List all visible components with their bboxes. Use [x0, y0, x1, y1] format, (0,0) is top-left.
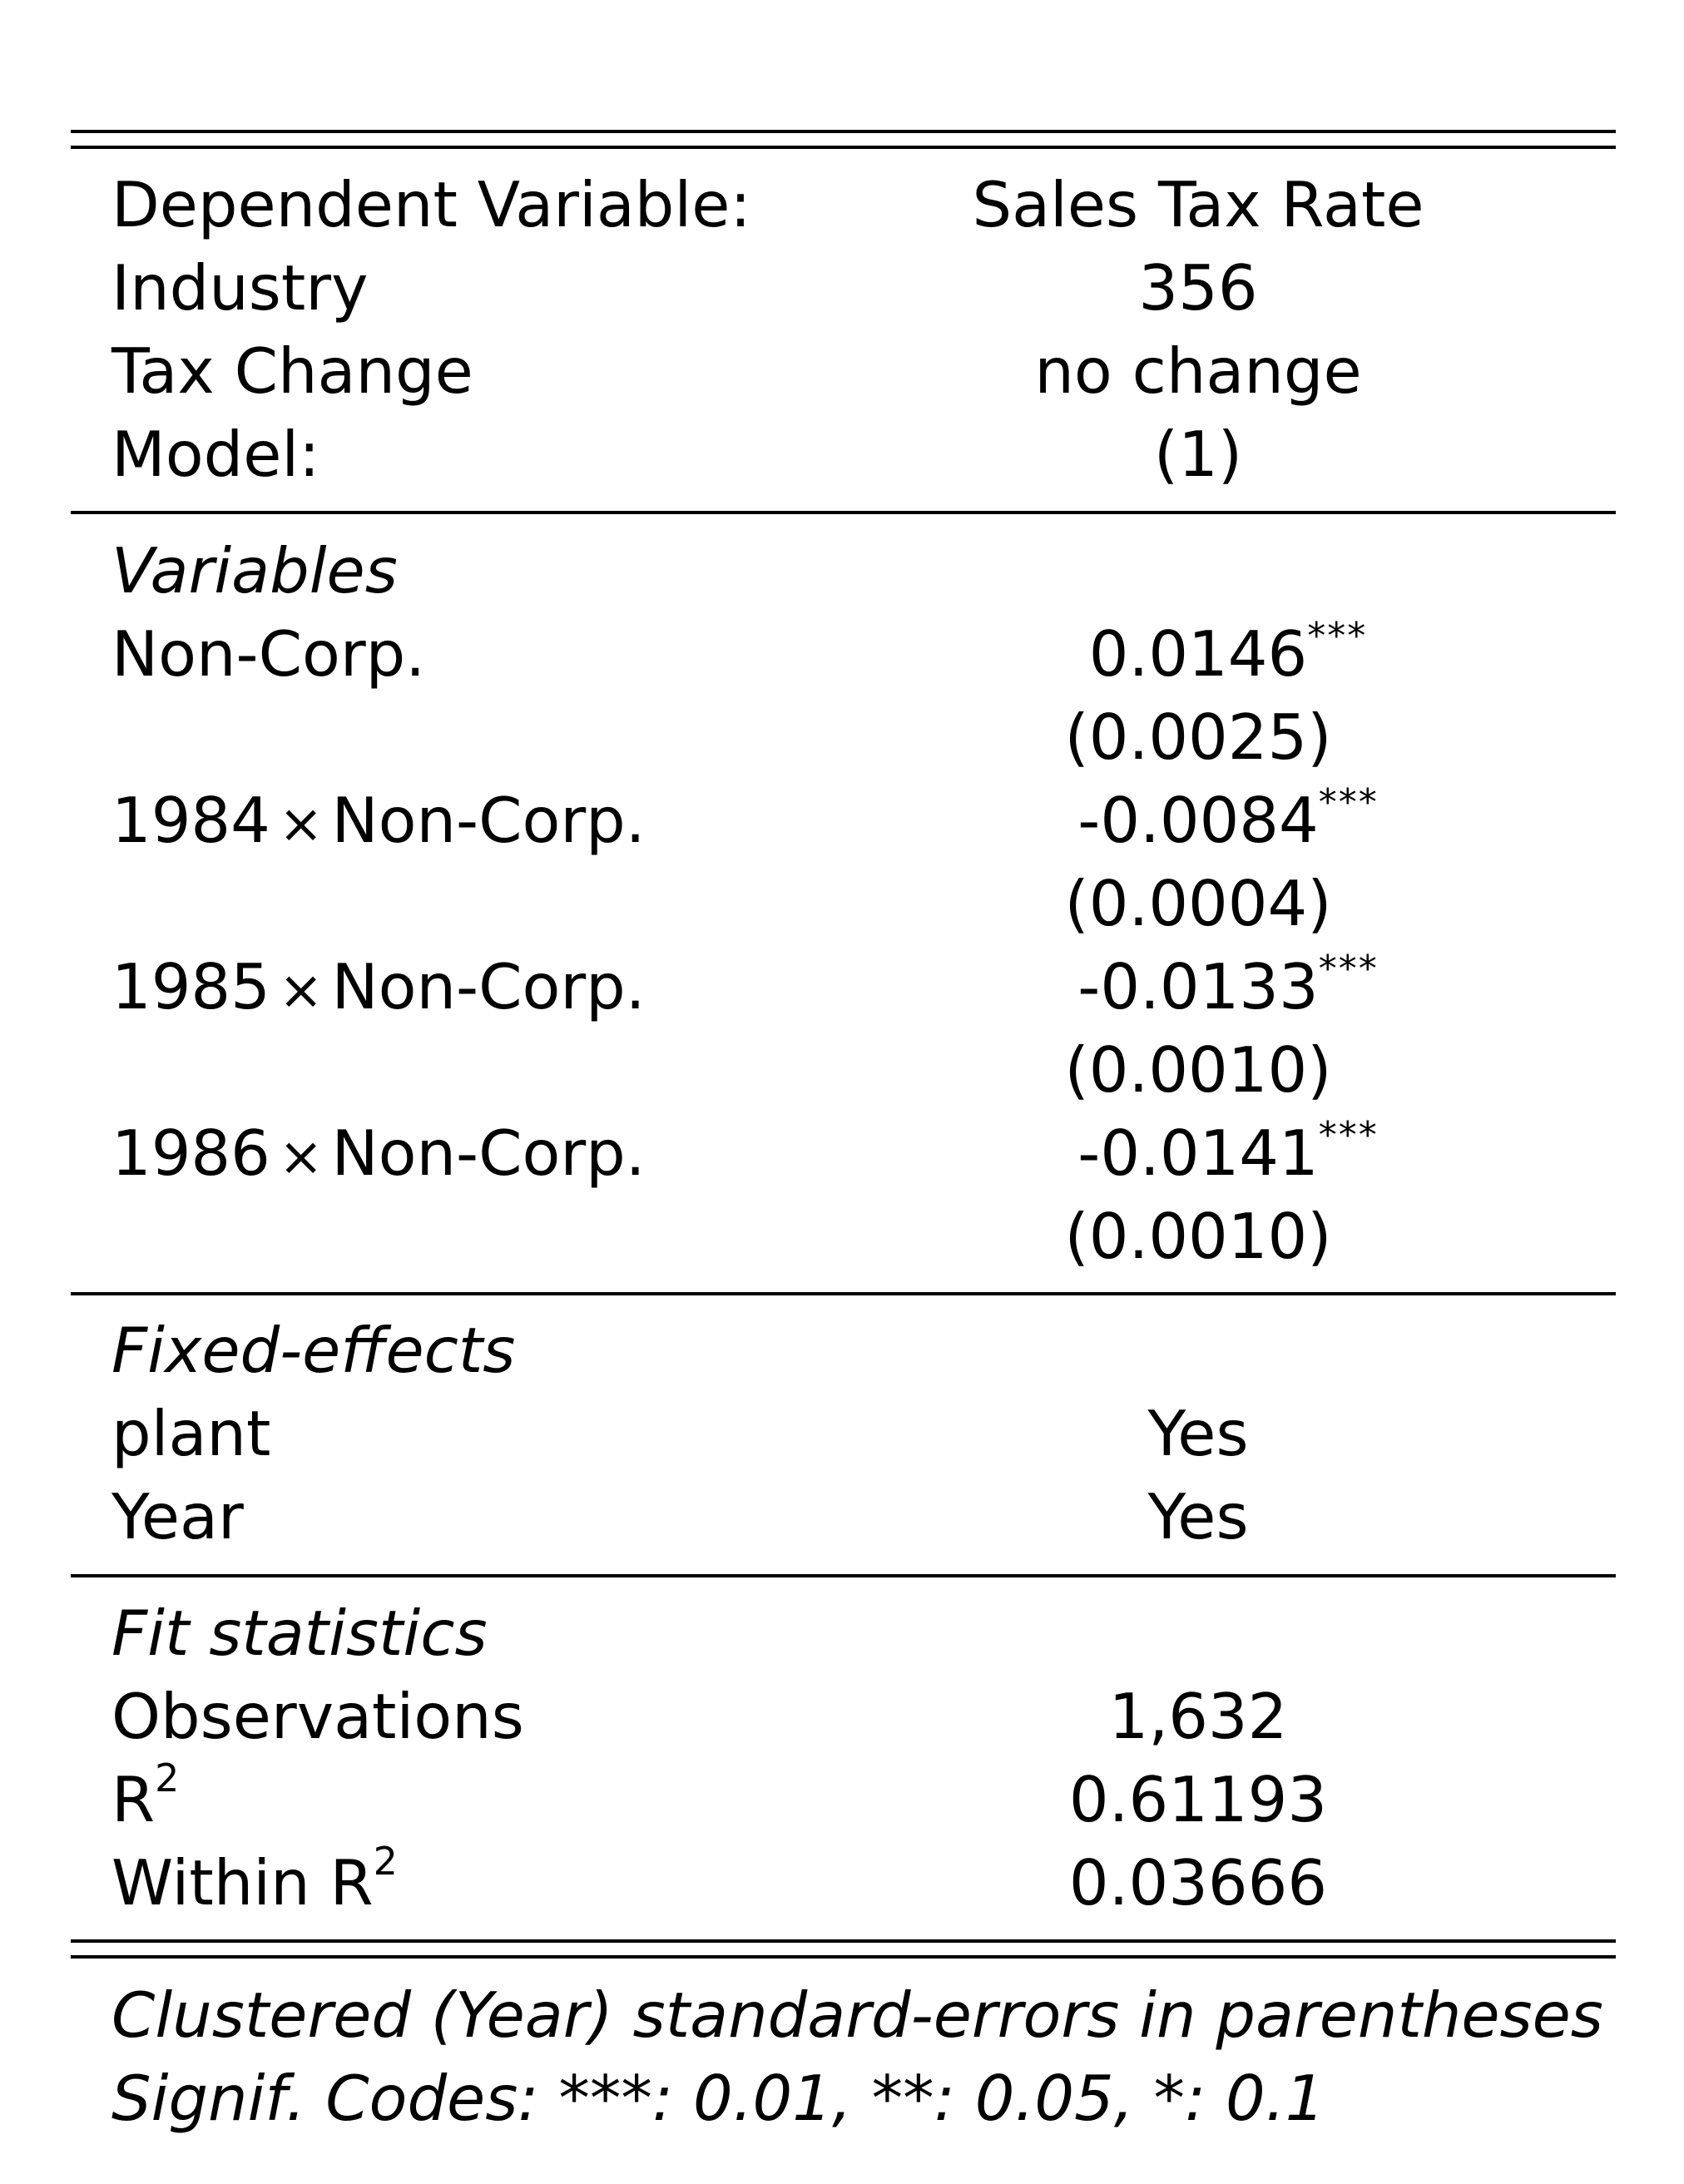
dependent-variable-value: Sales Tax Rate — [972, 168, 1424, 241]
variable-label-1985-non-corp: 1985 × Non-Corp. — [111, 945, 646, 1033]
times-symbol: × — [278, 794, 324, 855]
industry-value: 356 — [1138, 251, 1258, 324]
coef-value: -0.0141 *** — [1077, 1112, 1377, 1195]
fixed-effect-value-year: Yes — [1147, 1480, 1249, 1553]
observations-value: 1,632 — [1108, 1680, 1288, 1753]
header-rule — [71, 511, 1616, 514]
observations-label: Observations — [111, 1680, 524, 1753]
se-1986-non-corp: (0.0010) — [1064, 1200, 1332, 1273]
variable-label-text: Non-Corp. — [331, 950, 646, 1023]
variable-label-1984-non-corp: 1984 × Non-Corp. — [111, 779, 646, 866]
coef-1985-non-corp: -0.0133 *** — [915, 945, 1481, 1028]
coef-value: -0.0133 *** — [1077, 945, 1377, 1028]
model-value: (1) — [1153, 418, 1243, 491]
coef-1986-non-corp: -0.0141 *** — [915, 1112, 1481, 1195]
industry-label: Industry — [111, 251, 369, 324]
model-label: Model: — [111, 418, 320, 491]
fit-statistics-section-title: Fit statistics — [111, 1597, 488, 1670]
bottom-rule-2 — [71, 1955, 1616, 1959]
r2-superscript: 2 — [155, 1756, 180, 1800]
se-1984-non-corp: (0.0004) — [1064, 867, 1332, 940]
tax-change-value: no change — [1034, 334, 1362, 408]
times-symbol: × — [278, 960, 324, 1022]
coef-number: 0.0146 — [1088, 617, 1308, 691]
coef-non-corp: 0.0146 *** — [915, 612, 1481, 696]
within-r2-label: Within R2 — [111, 1841, 398, 1924]
coef-number: -0.0141 — [1077, 1117, 1319, 1190]
year-prefix: 1986 — [111, 1117, 270, 1190]
dependent-variable-label: Dependent Variable: — [111, 168, 751, 241]
top-rule-2 — [71, 146, 1616, 149]
fixed-effect-label-plant: plant — [111, 1397, 271, 1470]
r2-label: R2 — [111, 1758, 179, 1841]
significance-stars: *** — [1318, 781, 1379, 824]
significance-stars: *** — [1318, 948, 1379, 990]
year-prefix: 1985 — [111, 950, 270, 1023]
coef-value: -0.0084 *** — [1077, 779, 1377, 862]
tax-change-label: Tax Change — [111, 334, 473, 408]
coef-value: 0.0146 *** — [1088, 612, 1365, 696]
within-r2-value: 0.03666 — [1068, 1846, 1328, 1919]
se-non-corp: (0.0025) — [1064, 701, 1332, 774]
top-rule-1 — [71, 130, 1616, 133]
variable-label-non-corp: Non-Corp. — [111, 612, 425, 696]
variable-label-text: Non-Corp. — [331, 1117, 646, 1190]
fixed-effects-section-title: Fixed-effects — [111, 1314, 516, 1387]
variables-section-title: Variables — [111, 534, 398, 607]
within-r2-label-text: Within R — [111, 1846, 374, 1919]
times-symbol: × — [278, 1127, 324, 1188]
variable-label-text: Non-Corp. — [331, 784, 646, 857]
variables-rule — [71, 1292, 1616, 1295]
fixed-effect-value-plant: Yes — [1147, 1397, 1249, 1470]
coef-number: -0.0133 — [1077, 950, 1319, 1023]
note-clustered-standard-errors: Clustered (Year) standard-errors in pare… — [111, 1978, 1603, 2052]
r2-label-text: R — [111, 1763, 156, 1836]
bottom-rule-1 — [71, 1939, 1616, 1943]
within-r2-superscript: 2 — [373, 1839, 398, 1884]
year-prefix: 1984 — [111, 784, 270, 857]
significance-stars: *** — [1307, 615, 1368, 657]
note-significance-codes: Signif. Codes: ***: 0.01, **: 0.05, *: 0… — [111, 2062, 1325, 2135]
r2-value: 0.61193 — [1068, 1763, 1328, 1836]
variable-label-1986-non-corp: 1986 × Non-Corp. — [111, 1112, 646, 1199]
fixed-effect-label-year: Year — [111, 1480, 244, 1553]
coef-number: -0.0084 — [1077, 784, 1319, 857]
significance-stars: *** — [1318, 1114, 1379, 1156]
se-1985-non-corp: (0.0010) — [1064, 1033, 1332, 1107]
variable-label-text: Non-Corp. — [111, 617, 426, 691]
fixed-effects-rule — [71, 1574, 1616, 1577]
coef-1984-non-corp: -0.0084 *** — [915, 779, 1481, 862]
